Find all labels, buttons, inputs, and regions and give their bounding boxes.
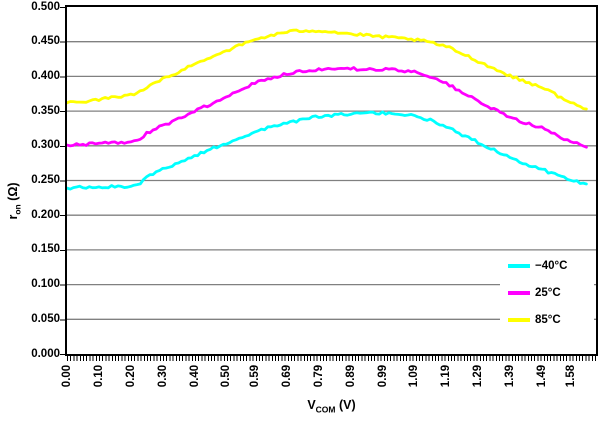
x-tick-label: 1.49: [535, 364, 548, 388]
y-tick-label: 0.450: [31, 35, 60, 48]
y-tick-label: 0.500: [31, 0, 60, 13]
y-tick-label: 0.000: [31, 347, 60, 360]
x-tick-label: 0.59: [249, 364, 261, 388]
x-axis-title: VCOM (V): [67, 398, 596, 415]
y-tick-label: 0.250: [31, 174, 60, 186]
series-line: [67, 110, 588, 191]
series-line: [67, 66, 588, 149]
legend-swatch: [508, 317, 530, 322]
legend-label: 85°C: [535, 313, 561, 326]
plot-area: −40°C 25°C 85°C: [65, 5, 598, 356]
y-tick-label: 0.300: [31, 139, 60, 152]
chart-canvas: [67, 28, 596, 320]
legend-item: 25°C: [500, 279, 594, 306]
legend-label: −40°C: [535, 259, 568, 272]
x-tick-label: 1.09: [408, 364, 421, 388]
y-tick-label: 0.400: [31, 69, 60, 82]
x-tick-label: 0.50: [220, 364, 233, 388]
x-tick-label: 1.29: [472, 364, 485, 388]
x-tick-label: 0.89: [344, 364, 357, 388]
x-tick-label: 1.39: [504, 364, 516, 388]
x-axis-minor-ticks: [67, 356, 596, 361]
x-tick-label: 0.20: [124, 364, 137, 388]
legend-label: 25°C: [535, 286, 561, 299]
legend-swatch: [508, 290, 530, 295]
series-line: [67, 28, 588, 111]
y-tick-label: 0.100: [31, 278, 60, 291]
x-axis-tick-labels: 0.00 0.10 0.20 0.30 0.40 0.50 0.59 0.69 0.79 0.89…: [61, 361, 596, 393]
legend-item: 85°C: [500, 306, 594, 333]
y-tick-label: 0.200: [31, 208, 60, 221]
y-tick-label: 0.150: [31, 243, 60, 256]
y-tick-label: 0.350: [31, 104, 60, 117]
x-tick-label: 0.69: [280, 364, 293, 388]
x-tick-label: 1.58: [564, 364, 577, 388]
x-tick-label: 0.40: [188, 364, 201, 388]
x-axis-title-text: VCOM (V): [307, 398, 356, 415]
y-axis-tick-marks: [60, 7, 66, 355]
x-tick-label: 0.00: [61, 364, 73, 388]
x-tick-label: 0.99: [376, 364, 389, 388]
y-tick-label: 0.050: [31, 312, 60, 325]
x-tick-label: 0.79: [312, 364, 325, 388]
legend: −40°C 25°C 85°C: [500, 251, 594, 334]
x-tick-label: 0.30: [156, 364, 169, 388]
x-tick-label: 0.10: [92, 364, 105, 388]
legend-item: −40°C: [500, 252, 594, 279]
x-tick-label: 1.19: [440, 364, 453, 388]
legend-swatch: [508, 263, 530, 268]
